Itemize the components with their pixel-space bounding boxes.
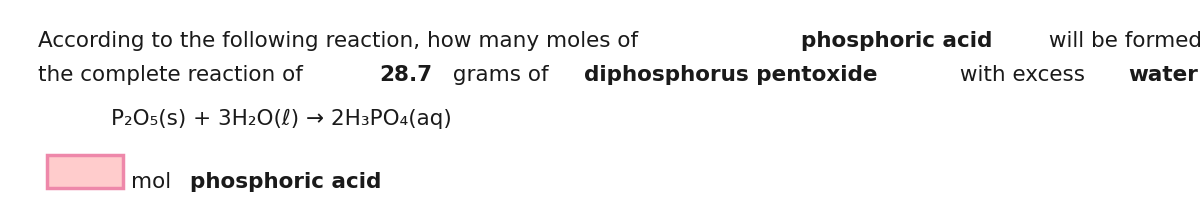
Text: 28.7: 28.7 bbox=[379, 65, 432, 85]
Text: with excess: with excess bbox=[953, 65, 1092, 85]
Text: diphosphorus pentoxide: diphosphorus pentoxide bbox=[584, 65, 877, 85]
Text: P₂O₅(s) + 3H₂O(ℓ) → 2H₃PO₄(aq): P₂O₅(s) + 3H₂O(ℓ) → 2H₃PO₄(aq) bbox=[110, 108, 451, 129]
Text: water: water bbox=[1128, 65, 1198, 85]
Text: phosphoric acid: phosphoric acid bbox=[802, 31, 992, 51]
Text: According to the following reaction, how many moles of: According to the following reaction, how… bbox=[37, 31, 644, 51]
Text: grams of: grams of bbox=[446, 65, 556, 85]
Text: phosphoric acid: phosphoric acid bbox=[191, 172, 382, 192]
Text: will be formed upon: will be formed upon bbox=[1042, 31, 1200, 51]
Text: mol: mol bbox=[131, 172, 178, 192]
Text: the complete reaction of: the complete reaction of bbox=[37, 65, 310, 85]
FancyBboxPatch shape bbox=[47, 155, 124, 189]
